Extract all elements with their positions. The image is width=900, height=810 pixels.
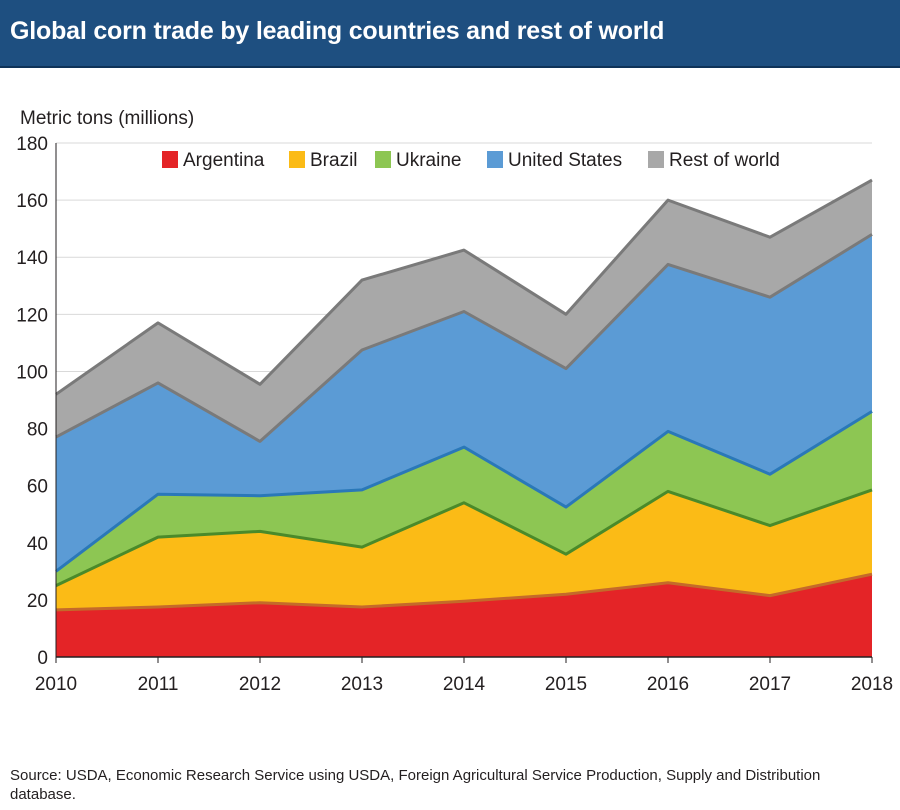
source-note: Source: USDA, Economic Research Service … bbox=[10, 767, 821, 803]
y-tick-label: 140 bbox=[16, 248, 48, 269]
edge-brazil bbox=[55, 488, 873, 587]
legend-swatch bbox=[375, 151, 391, 168]
x-tick-label: 2012 bbox=[239, 674, 281, 695]
edge-united-states bbox=[55, 233, 873, 443]
x-tick-label: 2016 bbox=[647, 674, 689, 695]
legend-swatch bbox=[648, 151, 664, 168]
edge-rest-of-world bbox=[55, 178, 873, 396]
y-tick-label: 160 bbox=[16, 191, 48, 212]
legend-label: Rest of world bbox=[669, 150, 780, 171]
area-ukraine bbox=[56, 411, 872, 586]
legend-swatch bbox=[289, 151, 305, 168]
y-tick-label: 40 bbox=[27, 534, 48, 555]
x-tick-label: 2014 bbox=[443, 674, 486, 695]
x-tick-label: 2018 bbox=[851, 674, 893, 695]
chart-title: Global corn trade by leading countries a… bbox=[10, 17, 665, 45]
x-tick-label: 2017 bbox=[749, 674, 791, 695]
y-tick-label: 60 bbox=[27, 477, 48, 498]
y-tick-label: 20 bbox=[27, 591, 48, 612]
y-axis-label: Metric tons (millions) bbox=[20, 108, 194, 129]
y-tick-label: 100 bbox=[16, 362, 48, 383]
x-tick-label: 2011 bbox=[138, 674, 179, 695]
legend-label: Brazil bbox=[310, 150, 358, 171]
x-tick-label: 2013 bbox=[341, 674, 383, 695]
y-tick-label: 180 bbox=[16, 134, 48, 155]
edge-ukraine bbox=[55, 410, 873, 573]
chart: 0 20 40 60 80 100 120 140 160 180 2010 2011 2012 2013… bbox=[16, 108, 893, 695]
area-brazil bbox=[56, 489, 872, 610]
legend-label: Argentina bbox=[183, 150, 265, 171]
y-tick-label: 0 bbox=[37, 648, 48, 669]
area-argentina bbox=[56, 574, 872, 657]
legend-label: Ukraine bbox=[396, 150, 461, 171]
legend-swatch bbox=[487, 151, 503, 168]
area-united-states bbox=[56, 234, 872, 572]
x-tick-label: 2010 bbox=[35, 674, 77, 695]
y-tick-label: 120 bbox=[16, 305, 48, 326]
edge-argentina bbox=[55, 572, 873, 612]
y-tick-label: 80 bbox=[27, 420, 48, 441]
legend-swatch bbox=[162, 151, 178, 168]
x-tick-label: 2015 bbox=[545, 674, 587, 695]
legend-label: United States bbox=[508, 150, 622, 171]
title-banner: Global corn trade by leading countries a… bbox=[0, 0, 900, 68]
